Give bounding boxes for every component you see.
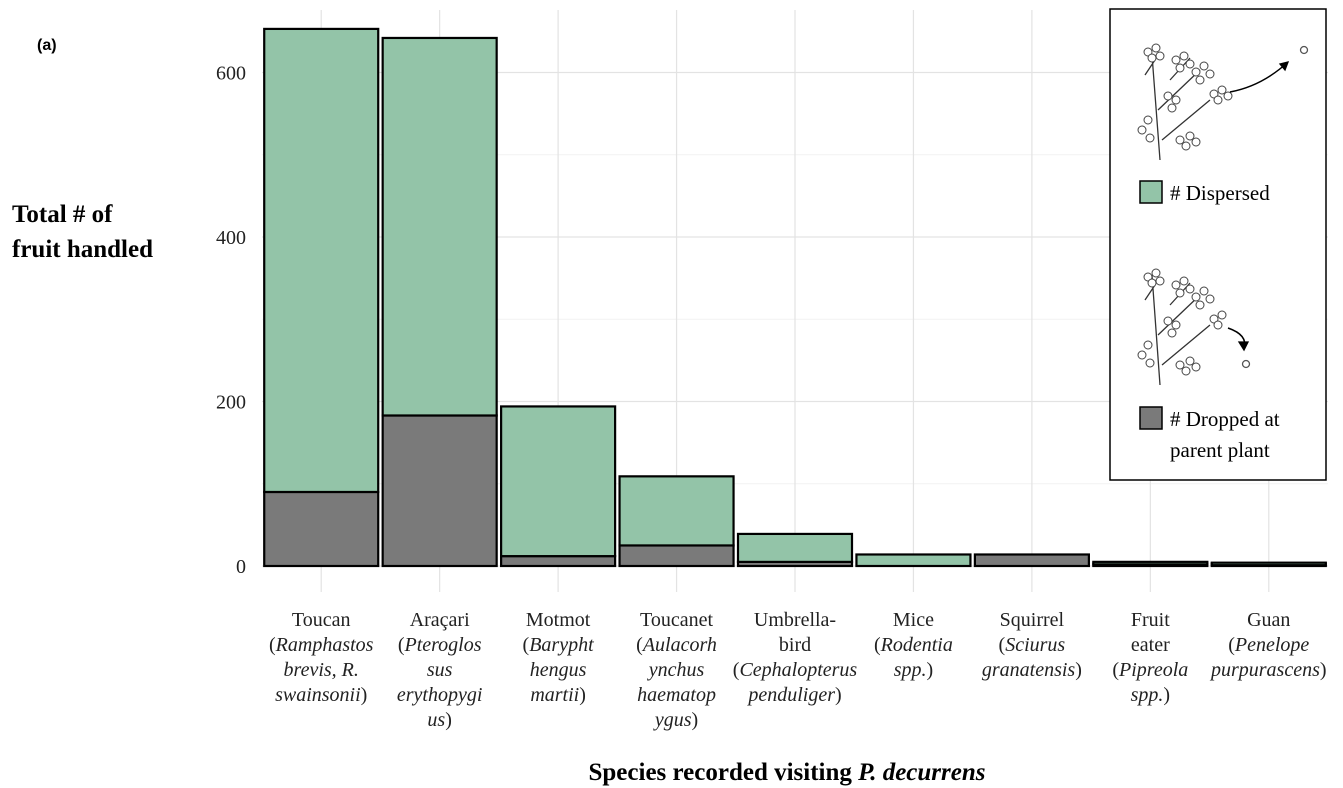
legend-swatch-dispersed [1139, 180, 1163, 204]
x-category-scientific-name: ygus) [653, 709, 698, 731]
bar-dropped-segment [263, 490, 380, 568]
x-axis-title: Species recorded visiting P. decurrens [589, 759, 986, 786]
bar-dispersed-segment [1210, 561, 1327, 567]
x-axis-title-italic: P. decurrens [857, 759, 985, 786]
panel-label: (a) [37, 37, 57, 54]
bars [263, 27, 1327, 568]
x-category-scientific-name: brevis, R. [284, 659, 359, 681]
y-axis-title-line-1: Total # of [12, 201, 113, 228]
x-category-label: eater [1131, 634, 1170, 656]
x-category-scientific-name: hengus [530, 659, 587, 681]
x-axis-title-text: Species recorded visiting [589, 759, 859, 786]
legend: # Dispersed # Dropped at parent plant [1109, 8, 1327, 481]
x-category-scientific-name: (Rodentia [874, 634, 953, 656]
y-axis-title-line-2: fruit handled [12, 236, 153, 263]
x-category-scientific-name: (Pteroglos [398, 634, 482, 656]
bar-dropped-segment [973, 553, 1090, 568]
x-category-scientific-name: (Cephalopterus [733, 659, 858, 681]
x-category-scientific-name: granatensis) [982, 659, 1082, 681]
y-tick-label: 600 [216, 63, 246, 85]
bar-dispersed-segment [855, 553, 972, 568]
bar-dropped-segment [381, 414, 498, 568]
y-axis-ticks: 0 200 400 600 [216, 63, 246, 579]
x-category-scientific-name: (Sciurus [999, 634, 1066, 656]
bar-dispersed-segment [618, 475, 735, 547]
bar-dispersed-segment [1092, 560, 1209, 566]
x-category-scientific-name: sus [427, 659, 453, 681]
bar-dispersed-segment [381, 36, 498, 417]
x-axis-labels: Toucan (Ramphastos brevis, R. swainsonii) Ar… [269, 609, 1327, 731]
x-category-scientific-name: (Barypht [523, 634, 595, 656]
bar-dispersed-segment [736, 532, 854, 563]
legend-label-dropped-line-2: parent plant [1170, 438, 1270, 462]
legend-label-dispersed: # Dispersed [1170, 181, 1270, 205]
branch-dropped-illustration [1137, 268, 1251, 386]
x-category-scientific-name: penduliger) [746, 684, 841, 706]
x-category-scientific-name: (Pipreola [1112, 659, 1188, 681]
x-category-scientific-name: (Aulacorh [636, 634, 717, 656]
x-category-label: Toucan [292, 609, 351, 631]
x-category-label: Fruit [1131, 609, 1170, 631]
x-category-scientific-name: us) [427, 709, 451, 731]
x-category-label: bird [779, 634, 811, 656]
y-tick-label: 400 [216, 227, 246, 249]
branch-dispersed-illustration [1137, 43, 1309, 161]
x-category-scientific-name: haematop [637, 684, 716, 706]
x-category-label: Araçari [410, 609, 470, 631]
legend-box [1109, 8, 1327, 481]
x-category-scientific-name: spp.) [1131, 684, 1170, 706]
bar-dropped-segment [500, 555, 617, 568]
x-category-scientific-name: (Ramphastos [269, 634, 374, 656]
x-category-scientific-name: ynchus [647, 659, 705, 681]
legend-swatch-dropped [1139, 406, 1163, 430]
bar-dispersed-segment [263, 27, 380, 494]
x-category-label: Guan [1247, 609, 1290, 631]
y-tick-label: 200 [216, 392, 246, 414]
x-category-scientific-name: (Penelope [1228, 634, 1309, 656]
x-category-label: Toucanet [640, 609, 713, 631]
x-category-label: Umbrella- [754, 609, 836, 631]
x-category-label: Motmot [526, 609, 591, 631]
x-category-scientific-name: martii) [530, 684, 586, 706]
x-category-scientific-name: spp.) [894, 659, 933, 681]
x-category-scientific-name: erythopygi [397, 684, 483, 706]
x-category-label: Squirrel [1000, 609, 1065, 631]
bar-dispersed-segment [500, 405, 617, 558]
legend-label-dropped-line-1: # Dropped at [1170, 407, 1280, 431]
x-category-scientific-name: purpurascens) [1209, 659, 1327, 681]
y-axis-title: Total # of fruit handled [12, 201, 153, 263]
bar-dropped-segment [618, 544, 735, 568]
x-category-label: Mice [893, 609, 934, 631]
y-tick-label: 0 [236, 556, 246, 578]
x-category-scientific-name: swainsonii) [275, 684, 367, 706]
